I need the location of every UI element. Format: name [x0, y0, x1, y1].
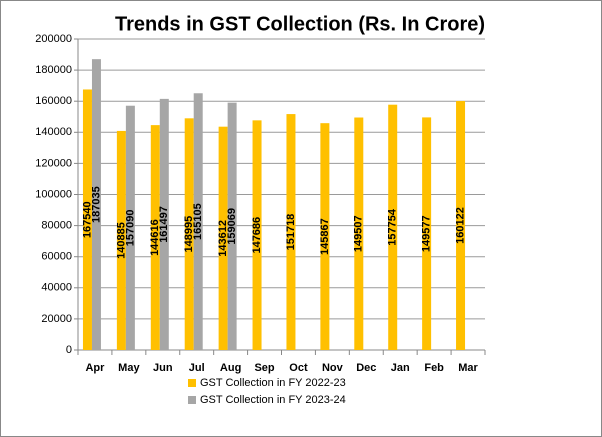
value-label: 140885 — [115, 222, 127, 259]
y-tick-label: 40000 — [41, 282, 72, 294]
bar — [354, 117, 364, 350]
x-tick-label: May — [118, 362, 140, 374]
value-label: 147686 — [251, 217, 263, 254]
legend-swatch — [188, 396, 196, 404]
bar — [422, 117, 432, 350]
x-tick-label: Sep — [254, 362, 274, 374]
x-tick-label: Jul — [189, 362, 205, 374]
legend-swatch — [188, 379, 196, 387]
value-label: 157754 — [387, 208, 399, 246]
value-label: 160122 — [454, 207, 466, 244]
value-label: 151718 — [285, 214, 297, 251]
y-tick-label: 120000 — [35, 157, 72, 169]
x-tick-label: Apr — [85, 362, 105, 374]
y-tick-label: 0 — [66, 344, 72, 356]
bar — [159, 98, 169, 350]
value-label: 143612 — [217, 220, 229, 257]
y-tick-label: 180000 — [35, 64, 72, 76]
bar — [91, 59, 101, 350]
x-tick-label: Aug — [220, 362, 241, 374]
bar — [150, 125, 160, 350]
bar — [82, 89, 92, 350]
x-tick-label: Mar — [458, 362, 478, 374]
value-label: 149507 — [353, 215, 365, 252]
value-label: 165105 — [192, 203, 204, 240]
x-tick-label: Dec — [356, 362, 376, 374]
y-tick-label: 20000 — [41, 313, 72, 325]
y-tick-label: 160000 — [35, 95, 72, 107]
value-label: 145867 — [319, 218, 331, 255]
y-tick-label: 60000 — [41, 251, 72, 263]
bar — [125, 105, 135, 350]
value-label: 187035 — [90, 186, 102, 223]
value-label: 148995 — [183, 216, 195, 253]
value-label: 159069 — [226, 208, 238, 245]
value-label: 149577 — [421, 215, 433, 252]
bar — [184, 118, 194, 350]
bar — [320, 123, 330, 350]
y-tick-label: 80000 — [41, 220, 72, 232]
x-tick-label: Jan — [391, 362, 410, 374]
y-tick-label: 100000 — [35, 188, 72, 200]
bar — [218, 126, 228, 350]
value-label: 167540 — [81, 201, 93, 238]
bar — [388, 104, 398, 350]
y-tick-label: 140000 — [35, 126, 72, 138]
x-tick-label: Jun — [153, 362, 173, 374]
legend-label: GST Collection in FY 2023-24 — [200, 394, 346, 406]
bar — [193, 93, 203, 351]
y-tick-label: 200000 — [35, 33, 72, 45]
value-label: 144616 — [149, 219, 161, 256]
x-tick-label: Nov — [322, 362, 344, 374]
bar — [456, 101, 466, 351]
bar — [286, 114, 296, 350]
x-tick-label: Oct — [289, 362, 308, 374]
bar — [252, 120, 262, 350]
bar — [227, 102, 237, 350]
value-label: 157090 — [124, 210, 136, 247]
value-label: 161497 — [158, 206, 170, 243]
bar — [116, 130, 126, 350]
chart-title: Trends in GST Collection (Rs. In Crore) — [115, 13, 485, 35]
legend-label: GST Collection in FY 2022-23 — [200, 377, 346, 389]
x-tick-label: Feb — [424, 362, 444, 374]
